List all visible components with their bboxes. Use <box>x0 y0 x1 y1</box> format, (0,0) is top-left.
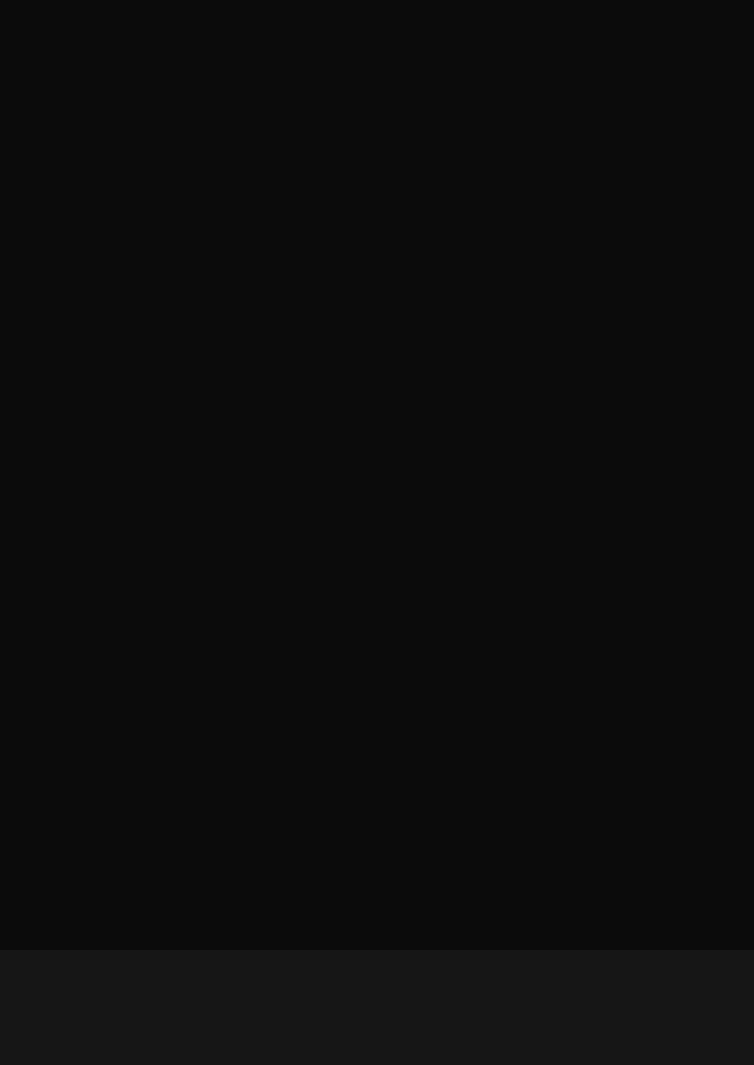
task-grid-chart <box>0 478 754 950</box>
main-loss-chart <box>0 0 754 470</box>
figure-panel <box>0 0 754 950</box>
